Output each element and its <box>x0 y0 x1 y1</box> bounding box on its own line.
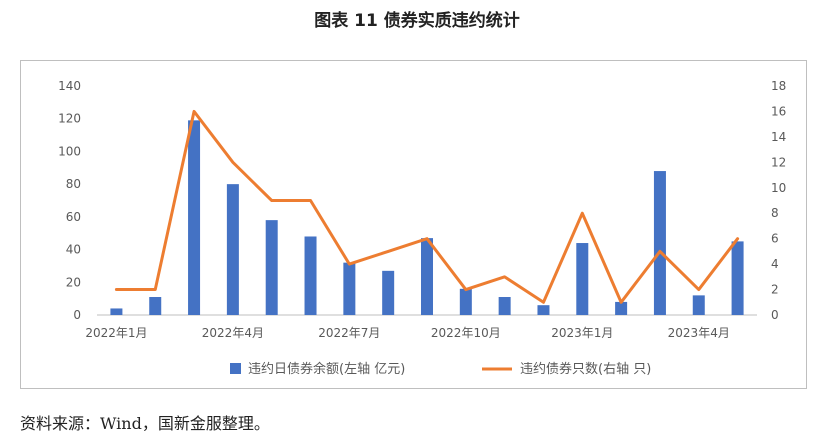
y-right-tick-label: 12 <box>771 155 786 169</box>
y-right-tick-label: 0 <box>771 308 779 322</box>
bar <box>265 220 278 315</box>
legend-line-label: 违约债券只数(右轴 只) <box>520 361 651 377</box>
chart-frame <box>20 60 807 389</box>
bar <box>459 288 472 315</box>
y-left-tick-label: 20 <box>66 275 81 289</box>
bar <box>188 120 201 315</box>
y-right-tick-label: 10 <box>771 181 786 195</box>
x-tick-label: 2023年1月 <box>551 326 613 340</box>
y-left-tick-label: 60 <box>66 210 81 224</box>
legend-bar-label: 违约日债券余额(左轴 亿元) <box>248 361 405 377</box>
bar <box>343 262 356 315</box>
y-right-tick-label: 16 <box>771 104 786 118</box>
bar <box>382 270 395 315</box>
y-right-tick-label: 14 <box>771 130 786 144</box>
y-left-tick-label: 120 <box>58 112 81 126</box>
y-right-tick-label: 18 <box>771 79 786 93</box>
x-tick-label: 2022年7月 <box>318 326 380 340</box>
bar <box>304 236 317 315</box>
x-tick-label: 2022年4月 <box>202 326 264 340</box>
bar <box>653 171 666 315</box>
source-note: 资料来源：Wind，国新金服整理。 <box>20 414 270 433</box>
bar <box>421 238 433 315</box>
bar <box>149 297 162 315</box>
y-right-tick-label: 4 <box>771 257 779 271</box>
x-tick-label: 2022年10月 <box>431 326 501 340</box>
count-line <box>114 109 740 304</box>
y-right-tick-label: 8 <box>771 206 779 220</box>
chart-svg: 0 20 40 60 80 100 120 140 0 2 4 6 8 10 12 14 16 18 2022年1月… <box>58 79 786 377</box>
bar <box>692 295 705 315</box>
figure-title: 图表 11 债券实质违约统计 <box>314 11 520 31</box>
y-left-tick-label: 40 <box>66 243 81 257</box>
bar <box>498 297 511 315</box>
bar <box>110 308 123 315</box>
y-left-tick-label: 100 <box>58 144 81 158</box>
bar <box>731 241 744 315</box>
x-tick-label: 2023年4月 <box>668 326 730 340</box>
x-tick-label: 2022年1月 <box>85 326 147 340</box>
bar <box>226 184 239 315</box>
y-left-tick-label: 80 <box>66 177 81 191</box>
bar <box>537 305 550 315</box>
legend-bar-swatch <box>230 363 241 374</box>
y-left-tick-label: 0 <box>73 308 81 322</box>
bar <box>615 301 628 315</box>
y-right-tick-label: 2 <box>771 283 779 297</box>
y-left-tick-label: 140 <box>58 79 81 93</box>
bar <box>576 243 589 315</box>
y-right-tick-label: 6 <box>771 232 779 246</box>
